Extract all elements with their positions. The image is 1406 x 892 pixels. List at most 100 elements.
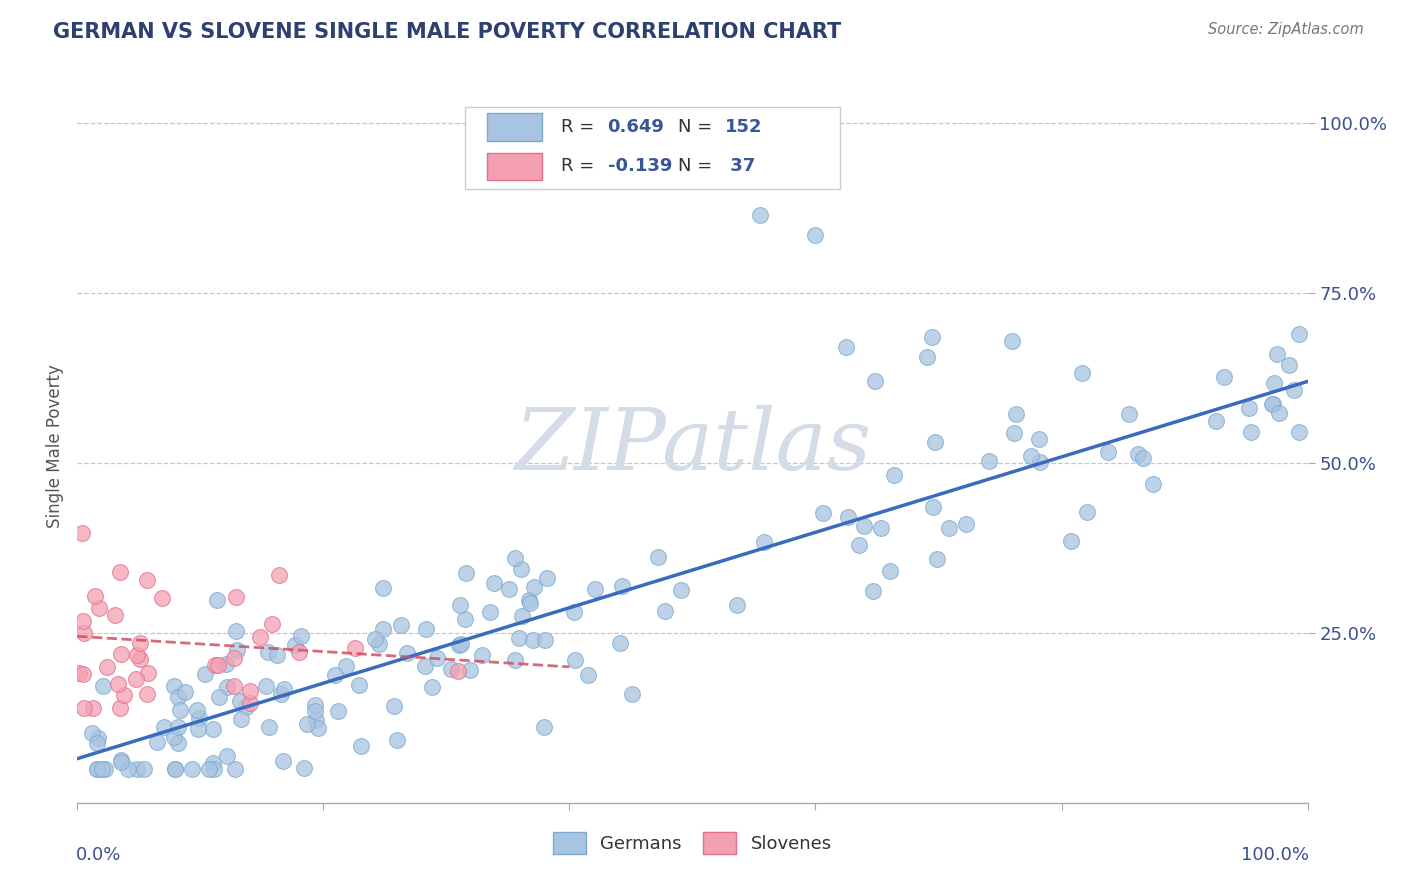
Point [235, 700, 257, 714]
Point [621, 687, 644, 701]
Point [512, 609, 534, 624]
Text: N =: N = [678, 157, 717, 175]
FancyBboxPatch shape [486, 153, 543, 180]
Point [1128, 447, 1150, 461]
Text: 0.649: 0.649 [607, 118, 665, 136]
Point [202, 762, 225, 776]
Point [921, 500, 943, 515]
Point [1019, 449, 1042, 463]
Point [94, 762, 117, 776]
Point [166, 720, 188, 734]
Point [456, 566, 478, 580]
Point [266, 648, 288, 662]
Point [669, 582, 692, 597]
Point [927, 552, 949, 566]
Point [862, 584, 884, 599]
Point [72, 667, 94, 681]
Point [304, 704, 326, 718]
Point [804, 228, 827, 243]
Point [870, 521, 893, 535]
Point [290, 629, 312, 643]
Point [385, 733, 408, 747]
Point [294, 761, 316, 775]
Point [350, 739, 373, 753]
Point [166, 690, 188, 705]
Point [835, 341, 858, 355]
Point [125, 762, 148, 776]
Text: ZIPatlas: ZIPatlas [513, 405, 872, 487]
Point [335, 659, 357, 673]
Point [450, 637, 472, 651]
Point [260, 617, 283, 632]
Point [1002, 426, 1025, 441]
Point [110, 700, 132, 714]
Point [853, 519, 876, 533]
Point [163, 762, 186, 776]
Point [395, 647, 418, 661]
Point [273, 754, 295, 768]
Point [222, 651, 245, 665]
Point [273, 681, 295, 696]
Point [129, 652, 152, 666]
Text: 0.0%: 0.0% [76, 846, 121, 863]
Point [1263, 376, 1285, 390]
Point [284, 639, 307, 653]
Point [162, 679, 184, 693]
Point [96, 660, 118, 674]
Point [114, 688, 136, 702]
Point [510, 562, 533, 576]
Point [257, 645, 280, 659]
Point [205, 592, 228, 607]
Point [458, 663, 481, 677]
Point [86, 762, 108, 776]
Text: R =: R = [561, 157, 600, 175]
Point [1265, 347, 1288, 361]
Point [1005, 407, 1028, 421]
Point [1097, 445, 1119, 459]
Point [295, 716, 318, 731]
Point [517, 593, 540, 607]
Point [562, 606, 585, 620]
Point [239, 696, 262, 710]
Text: Source: ZipAtlas.com: Source: ZipAtlas.com [1208, 22, 1364, 37]
Point [1237, 401, 1260, 415]
Point [197, 762, 219, 776]
Point [146, 734, 169, 748]
Point [107, 677, 129, 691]
Point [135, 573, 157, 587]
Point [883, 468, 905, 483]
Point [239, 683, 262, 698]
Point [217, 748, 239, 763]
Point [371, 622, 394, 636]
Point [229, 694, 252, 708]
Point [187, 722, 209, 736]
Point [89, 600, 111, 615]
Point [90, 762, 112, 776]
Point [304, 698, 326, 712]
Point [150, 591, 173, 605]
Point [174, 685, 197, 699]
Point [1071, 366, 1094, 380]
Point [1212, 369, 1234, 384]
Point [440, 662, 463, 676]
Point [249, 630, 271, 644]
Point [153, 720, 176, 734]
Point [1118, 407, 1140, 421]
Point [391, 617, 413, 632]
Text: 37: 37 [724, 157, 755, 175]
Point [1278, 358, 1301, 372]
Point [70, 526, 93, 541]
Point [136, 687, 159, 701]
FancyBboxPatch shape [486, 113, 543, 141]
Point [413, 659, 436, 673]
Point [325, 667, 347, 681]
Point [522, 632, 544, 647]
Point [86, 762, 108, 776]
Point [347, 678, 370, 692]
Point [87, 731, 110, 745]
Point [110, 756, 132, 770]
Point [508, 631, 530, 645]
Point [1288, 425, 1310, 440]
Point [129, 635, 152, 649]
Text: N =: N = [678, 118, 717, 136]
